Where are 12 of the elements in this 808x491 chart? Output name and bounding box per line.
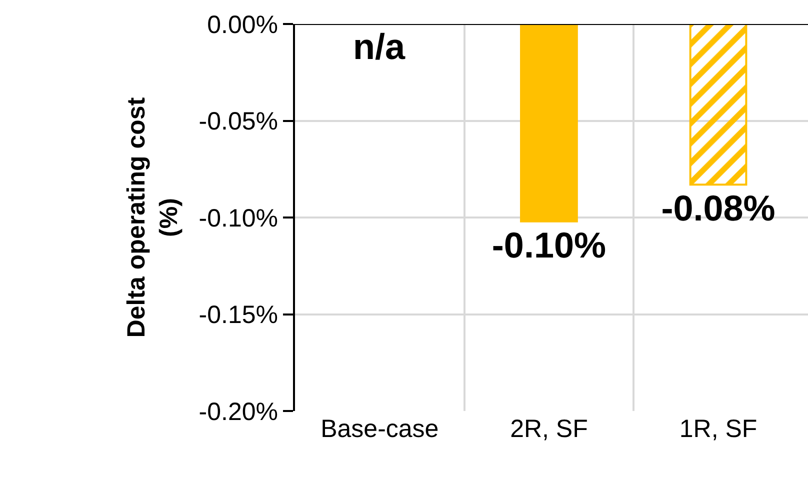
x-tick-label: Base-case [320,415,439,443]
x-tick-label: 2R, SF [510,415,588,443]
y-axis-title: Delta operating cost (%) [122,96,184,338]
y-tick-label: -0.15% [198,301,278,329]
y-tick-label: -0.10% [198,204,278,232]
text: n/a [353,26,406,67]
data-label: -0.10% [492,224,606,266]
y-tick-label: 0.00% [207,10,278,39]
y-tick-label: -0.05% [198,108,278,136]
x-tick-label: 1R, SF [679,415,758,443]
data-label: -0.08% [661,188,776,229]
y-tick-label: -0.20% [198,398,278,426]
